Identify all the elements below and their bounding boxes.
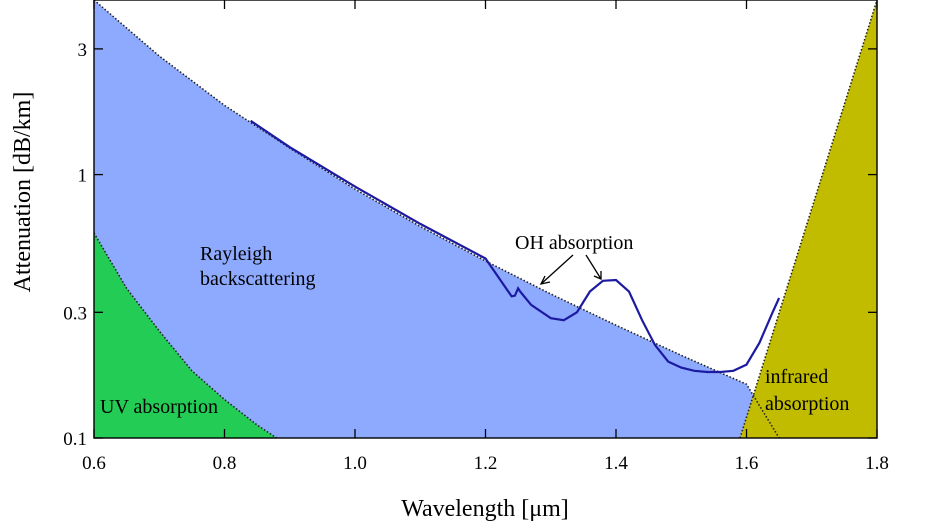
oh-arrow-right <box>585 254 602 280</box>
y-axis: 0.1 0.3 1 3 <box>63 40 877 450</box>
oh-arrowhead-left <box>539 275 551 285</box>
oh-arrow-left <box>540 254 574 285</box>
annotation-uv-line-0: UV absorption <box>100 396 218 418</box>
y-tick-label: 0.3 <box>63 303 87 324</box>
x-tick-label: 1.0 <box>343 453 367 474</box>
annotation-infrared-line-0: infrared <box>765 366 828 388</box>
infrared-boundary-line <box>739 0 877 438</box>
rayleigh-boundary-line <box>94 0 780 438</box>
x-tick-label: 1.2 <box>474 453 498 474</box>
x-tick-label: 1.6 <box>735 453 759 474</box>
rayleigh-region <box>94 0 780 438</box>
uv-absorption-region <box>94 233 277 438</box>
uv-boundary-line <box>94 232 278 438</box>
x-axis-title: Wavelength [μm] <box>401 496 569 522</box>
y-tick-label: 3 <box>78 40 88 61</box>
fiber-attenuation-curve <box>249 119 781 374</box>
x-tick-label: 1.4 <box>604 453 628 474</box>
x-tick-label: 0.8 <box>213 453 237 474</box>
y-axis-title: Attenuation [dB/km] <box>10 92 36 293</box>
y-tick-label: 1 <box>78 166 88 187</box>
x-tick-label: 0.6 <box>82 453 106 474</box>
oh-arrowhead-right <box>593 271 602 280</box>
annotation-infrared-line-1: absorption <box>765 393 849 415</box>
y-tick-label: 0.1 <box>63 429 87 450</box>
x-axis: 0.6 0.8 1.0 1.2 1.4 1.6 1.8 <box>82 0 889 474</box>
x-tick-label: 1.8 <box>865 453 889 474</box>
annotation-rayleigh-line-0: Rayleigh <box>200 243 272 265</box>
annotation-rayleigh-line-1: backscattering <box>200 268 316 290</box>
annotation-oh-line-0: OH absorption <box>515 232 633 254</box>
oh-arrows <box>539 254 602 285</box>
